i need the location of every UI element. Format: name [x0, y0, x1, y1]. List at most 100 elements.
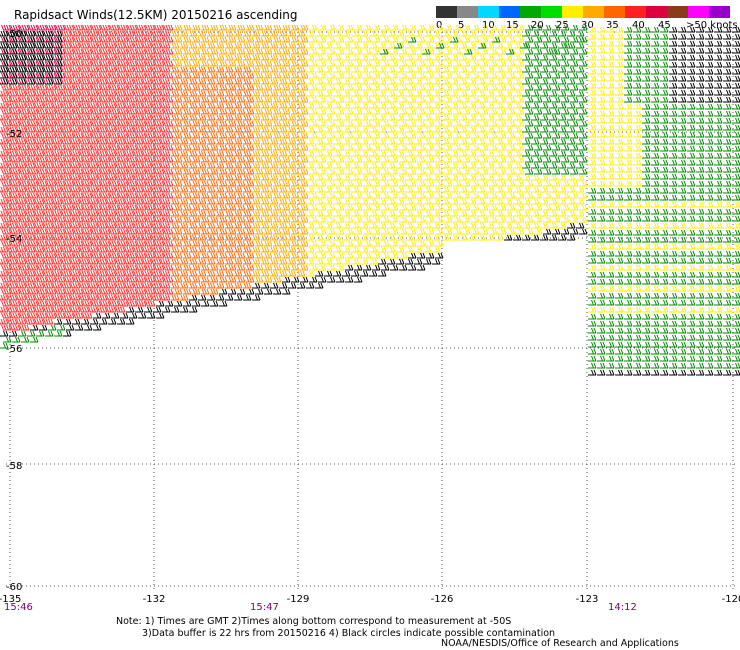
wind-barb	[723, 54, 732, 61]
wind-barb	[91, 288, 102, 295]
wind-barb	[115, 138, 126, 145]
wind-barb	[297, 102, 306, 109]
wind-barb	[543, 48, 552, 55]
wind-barb	[160, 78, 171, 85]
wind-barb	[246, 156, 255, 163]
wind-barb	[171, 210, 180, 217]
wind-barb	[540, 186, 549, 193]
wind-barb	[291, 240, 300, 247]
wind-barb	[291, 84, 300, 91]
wind-barb	[669, 341, 678, 348]
wind-barb	[109, 228, 120, 235]
wind-barb	[261, 66, 270, 73]
wind-barb	[315, 258, 324, 265]
wind-barb	[91, 300, 102, 307]
wind-barb	[588, 26, 597, 33]
wind-barb	[306, 210, 315, 217]
wind-barb	[624, 292, 633, 299]
latitude-labels: -50 -52 -54 -56 -58 -60	[6, 29, 22, 593]
wind-barb	[61, 222, 72, 229]
wind-barb	[540, 114, 549, 121]
wind-barb	[82, 96, 93, 103]
wind-barb	[109, 156, 120, 163]
wind-barb	[124, 210, 135, 217]
wind-barb	[0, 210, 9, 217]
wind-barb	[354, 84, 363, 91]
wind-barb	[561, 48, 570, 55]
wind-barb	[52, 114, 63, 121]
wind-barb	[118, 288, 129, 295]
wind-barb	[498, 96, 507, 103]
wind-barb	[207, 294, 216, 301]
wind-barb	[270, 42, 279, 49]
wind-barb	[282, 96, 291, 103]
wind-barb	[624, 124, 633, 131]
wind-barb	[37, 216, 48, 223]
wind-barb	[477, 198, 486, 205]
wind-barb	[360, 270, 369, 277]
wind-barb	[210, 48, 219, 55]
wind-barb	[369, 234, 378, 241]
wind-barb	[534, 132, 543, 139]
wind-barb	[273, 240, 282, 247]
wind-barb	[336, 264, 345, 271]
wind-barb	[43, 174, 54, 181]
wind-barb	[705, 278, 714, 285]
wind-barb	[324, 42, 333, 49]
wind-barb	[441, 90, 450, 97]
wind-barb	[174, 144, 183, 151]
wind-barb	[372, 216, 381, 223]
wind-barb	[207, 126, 216, 133]
wind-barb	[543, 72, 552, 79]
wind-barb	[579, 168, 588, 175]
wind-barb	[237, 204, 246, 211]
wind-barb	[633, 243, 642, 250]
wind-barb	[52, 162, 63, 169]
wind-barb	[127, 180, 138, 187]
wind-barb	[174, 108, 183, 115]
wind-barb	[705, 47, 714, 54]
wind-barb	[363, 168, 372, 175]
wind-barb	[19, 216, 30, 223]
wind-barb	[354, 228, 363, 235]
wind-barb	[520, 42, 529, 49]
wind-barb	[576, 198, 585, 205]
wind-barb	[145, 108, 156, 115]
wind-barb	[336, 156, 345, 163]
wind-barb	[115, 270, 126, 277]
wind-barb	[489, 72, 498, 79]
wind-barb	[360, 78, 369, 85]
wind-barb	[64, 24, 75, 31]
wind-barb	[73, 132, 84, 139]
wind-barb	[570, 96, 579, 103]
wind-barb	[133, 270, 144, 277]
wind-barb	[489, 204, 498, 211]
wind-barb	[207, 30, 216, 37]
wind-barb	[207, 282, 216, 289]
wind-barb	[106, 114, 117, 121]
wind-barb	[27, 36, 36, 43]
wind-barb	[597, 299, 606, 306]
wind-barb	[723, 306, 732, 313]
wind-barb	[189, 294, 198, 301]
legend-color-swatch	[625, 6, 646, 18]
wind-barb	[471, 144, 480, 151]
wind-barb	[306, 246, 315, 253]
wind-barb	[183, 48, 192, 55]
wind-barb	[54, 36, 63, 43]
wind-barb	[423, 42, 432, 49]
wind-barb	[261, 54, 270, 61]
wind-barb	[387, 174, 396, 181]
wind-barb	[732, 348, 740, 355]
wind-barb	[82, 120, 93, 127]
wind-barb	[423, 90, 432, 97]
wind-barb	[669, 33, 678, 40]
wind-barb	[118, 252, 129, 259]
wind-barb	[597, 320, 606, 327]
wind-barb	[471, 228, 480, 235]
wind-barb	[7, 270, 18, 277]
wind-barb	[88, 234, 99, 241]
wind-barb	[228, 48, 237, 55]
wind-barb	[696, 250, 705, 257]
wind-barb	[43, 294, 54, 301]
